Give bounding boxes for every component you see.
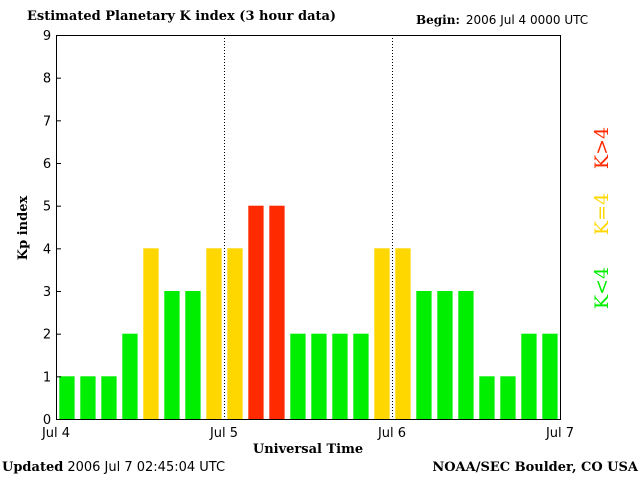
kp-bar: [206, 248, 222, 419]
kp-bar: [458, 291, 474, 419]
kp-bar: [521, 333, 537, 419]
kp-bar: [101, 376, 117, 419]
y-axis-title: Kp index: [16, 196, 31, 261]
x-axis-title: Universal Time: [253, 442, 363, 457]
begin-value: 2006 Jul 4 0000 UTC: [465, 13, 589, 27]
updated-value: 2006 Jul 7 02:45:04 UTC: [67, 460, 226, 475]
x-tick-label: Jul 6: [377, 426, 406, 441]
y-tick-label: 4: [43, 242, 51, 257]
kp-bar: [479, 376, 495, 419]
x-tick-label: Jul 7: [545, 426, 574, 441]
kp-bar: [353, 333, 369, 419]
x-tick-label: Jul 5: [209, 426, 238, 441]
legend-k-eq-4: K=4: [591, 193, 613, 235]
kp-bar: [395, 248, 411, 419]
legend-k-lt-4: K<4: [591, 267, 613, 309]
kp-bar: [500, 376, 516, 419]
kp-bar: [80, 376, 96, 419]
kp-bar: [185, 291, 201, 419]
x-tick-label: Jul 4: [41, 426, 70, 441]
y-tick-label: 2: [43, 328, 51, 343]
y-tick-label: 3: [43, 285, 51, 300]
plot-frame: [56, 35, 561, 420]
day-separators: [224, 35, 393, 419]
updated-label: Updated: [2, 460, 64, 475]
y-tick-label: 9: [43, 29, 51, 44]
y-tick-label: 5: [43, 200, 51, 215]
kp-bar: [164, 291, 180, 419]
y-tick-label: 0: [43, 413, 51, 428]
begin-label: Begin:: [416, 13, 460, 27]
legend-k-gt-4: K>4: [591, 127, 613, 169]
kp-bar: [290, 333, 306, 419]
kp-bar: [416, 291, 432, 419]
kp-bar: [269, 205, 285, 419]
y-axis: 0 1 2 3 4 5 6 7 8 9: [43, 29, 61, 428]
kp-bar: [122, 333, 138, 419]
x-axis: Jul 4 Jul 5 Jul 6 Jul 7: [41, 426, 574, 441]
y-tick-label: 6: [43, 157, 51, 172]
y-tick-label: 1: [43, 370, 51, 385]
kp-bar: [542, 333, 558, 419]
kp-bar: [374, 248, 390, 419]
chart-title: Estimated Planetary K index (3 hour data…: [27, 9, 337, 24]
kp-bar: [227, 248, 243, 419]
kp-bar: [311, 333, 327, 419]
begin-info: Begin: 2006 Jul 4 0000 UTC: [416, 13, 588, 27]
kp-bar: [248, 205, 264, 419]
bars-group: [59, 205, 558, 419]
kp-bar: [143, 248, 159, 419]
y-tick-label: 7: [43, 114, 51, 129]
kp-bar: [332, 333, 348, 419]
y-tick-label: 8: [43, 72, 51, 87]
updated-info: Updated 2006 Jul 7 02:45:04 UTC: [2, 460, 225, 475]
kp-bar: [59, 376, 75, 419]
credit-text: NOAA/SEC Boulder, CO USA: [432, 460, 638, 475]
kp-bar: [437, 291, 453, 419]
